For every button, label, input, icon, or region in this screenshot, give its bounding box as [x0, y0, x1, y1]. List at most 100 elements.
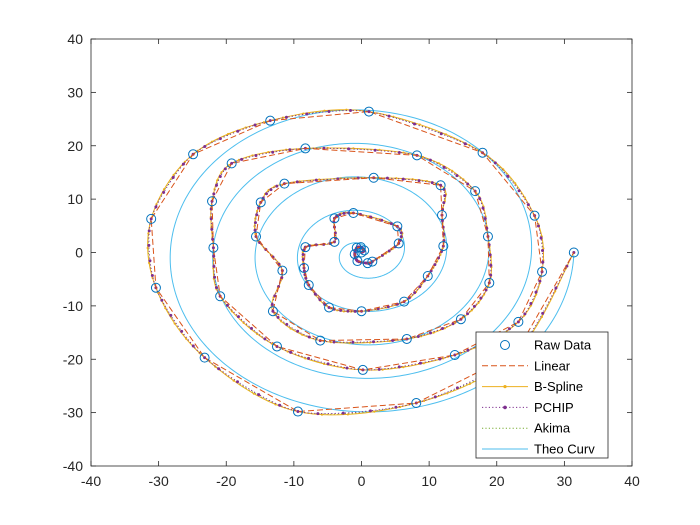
series-layer [146, 106, 579, 417]
pchip-marker [539, 236, 543, 240]
raw-data-point [315, 335, 326, 346]
b-spline-marker [252, 392, 255, 395]
raw-data-point [349, 249, 360, 260]
pchip-marker [296, 410, 300, 414]
pchip-marker [211, 246, 215, 250]
raw-data-point [537, 266, 548, 277]
pchip-marker [162, 190, 166, 194]
pchip-marker [442, 201, 446, 205]
pchip-marker [313, 292, 317, 296]
raw-data-point [455, 314, 466, 325]
pchip-marker [385, 176, 389, 180]
pchip-marker [466, 312, 470, 316]
pchip-marker [296, 329, 300, 333]
raw-data-point [355, 242, 366, 253]
legend-label: Theo Curv [534, 442, 595, 457]
pchip-marker [271, 150, 275, 154]
b-spline-marker [523, 196, 526, 199]
pchip-marker [430, 181, 434, 185]
pchip-marker [314, 178, 318, 182]
raw-data-point [348, 208, 359, 219]
pchip-marker [171, 176, 175, 180]
pchip-marker [257, 393, 261, 397]
pchip-marker [397, 150, 401, 154]
pchip-marker [326, 362, 330, 366]
pchip-marker [353, 309, 357, 313]
raw-data-point [265, 115, 276, 126]
pchip-marker [413, 122, 417, 126]
x-tick-label: 0 [358, 473, 366, 489]
legend-label: PCHIP [534, 400, 574, 415]
pchip-marker [463, 142, 467, 146]
pchip-marker [236, 315, 240, 319]
pchip-marker [342, 211, 346, 215]
b-spline-marker [227, 132, 230, 136]
raw-data-point [292, 406, 303, 417]
b-spline-marker [255, 209, 259, 213]
pchip-marker [332, 340, 336, 344]
b-spline-marker [242, 321, 245, 325]
pchip-marker [529, 302, 533, 306]
raw-data-point [324, 302, 335, 313]
pchip-marker [347, 147, 351, 151]
pchip-marker [289, 350, 293, 354]
pchip-marker [484, 288, 488, 292]
x-tick-label: -30 [149, 473, 169, 489]
legend-label: B-Spline [534, 379, 583, 394]
b-spline-marker [210, 140, 214, 143]
raw-data-point [303, 280, 314, 291]
pchip-marker [240, 157, 244, 161]
b-spline-marker [446, 392, 449, 395]
pchip-marker [479, 296, 483, 300]
pchip-marker [536, 224, 540, 228]
b-spline-marker [373, 410, 376, 413]
b-spline-marker [318, 178, 321, 181]
pchip-marker [307, 356, 311, 360]
pchip-marker [213, 275, 217, 279]
pchip-marker [372, 340, 376, 344]
pchip-marker [212, 254, 216, 258]
legend-label: Linear [534, 358, 571, 373]
raw-data-point [300, 242, 311, 253]
b-spline-marker [388, 339, 391, 343]
pchip-marker [278, 403, 282, 407]
b-spline-marker [185, 337, 188, 340]
raw-data-point [392, 221, 403, 232]
b-spline-marker [146, 246, 149, 250]
legend: Raw Data Linear B-Spline PCHIP Akima Theo Cur… [475, 331, 609, 459]
pchip-marker [254, 154, 258, 158]
b-spline-marker [418, 123, 421, 126]
pchip-marker [212, 264, 216, 268]
pchip-marker [160, 298, 164, 302]
b-spline-marker [422, 362, 425, 365]
b-spline-marker [147, 261, 151, 264]
legend-marker [503, 405, 507, 410]
y-tick-label: -20 [63, 351, 83, 367]
pchip-marker [271, 309, 275, 313]
pchip-marker [273, 294, 277, 298]
pchip-marker [541, 311, 545, 315]
legend-symbol [500, 340, 510, 350]
y-tick-label: 20 [67, 138, 83, 154]
pchip-marker [418, 361, 422, 365]
pchip-marker [488, 253, 492, 257]
pchip-marker [493, 161, 497, 165]
raw-data-point [279, 178, 290, 189]
raw-data-point [146, 213, 157, 224]
pchip-marker [429, 269, 433, 273]
series-raw-data [146, 106, 579, 417]
pchip-marker [265, 192, 269, 196]
x-tick-label: -40 [81, 473, 101, 489]
pchip-marker [268, 119, 272, 123]
b-spline-marker [470, 309, 473, 312]
pchip-marker [269, 188, 273, 192]
raw-data-point [411, 150, 422, 161]
pchip-marker [218, 175, 222, 179]
b-spline-marker [267, 150, 270, 154]
pchip-marker [433, 263, 437, 267]
raw-data-point [150, 282, 161, 293]
pchip-marker [440, 326, 444, 330]
series-theo-curv [169, 109, 575, 413]
pchip-marker [215, 183, 219, 187]
